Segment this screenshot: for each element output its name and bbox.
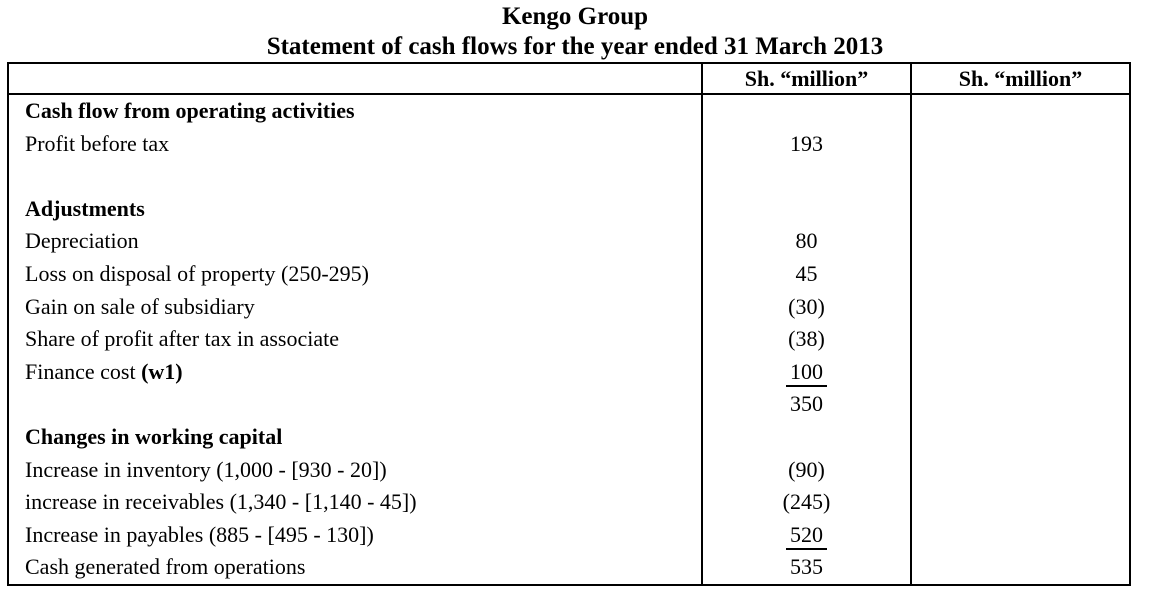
table-row: Changes in working capital xyxy=(9,420,1129,454)
row-amount-cell xyxy=(701,160,910,193)
row-amount2-cell xyxy=(910,551,1129,584)
row-amount-value: 350 xyxy=(790,391,823,417)
header-sh-million-1: Sh. “million” xyxy=(701,64,910,93)
row-label: Loss on disposal of property (250-295) xyxy=(25,260,370,286)
table-row: increase in receivables (1,340 - [1,140 … xyxy=(9,486,1129,519)
row-amount2-cell xyxy=(910,225,1129,258)
row-amount-cell xyxy=(701,420,910,454)
row-label-cell: increase in receivables (1,340 - [1,140 … xyxy=(9,486,701,519)
row-amount-cell: (30) xyxy=(701,290,910,324)
table-row: Increase in payables (885 - [495 - 130])… xyxy=(9,518,1129,552)
table-row: Loss on disposal of property (250-295) 45 xyxy=(9,257,1129,291)
row-amount2-cell xyxy=(910,355,1129,389)
row-amount-cell: (38) xyxy=(701,323,910,356)
table-row: Profit before tax 193 xyxy=(9,127,1129,161)
row-amount2-cell xyxy=(910,518,1129,552)
row-amount-cell: 350 xyxy=(701,388,910,421)
row-label: Share of profit after tax in associate xyxy=(25,326,339,352)
row-label: Increase in payables (885 - [495 - 130]) xyxy=(25,521,374,547)
cash-flow-table: Sh. “million” Sh. “million” Cash flow fr… xyxy=(7,62,1131,586)
row-label: Cash generated from operations xyxy=(25,554,306,580)
row-label-cell: Profit before tax xyxy=(9,128,701,161)
row-label: Cash flow from operating activities xyxy=(25,98,355,123)
row-amount2-cell xyxy=(910,453,1129,487)
row-amount-cell: 193 xyxy=(701,127,910,161)
row-label: Profit before tax xyxy=(25,130,170,156)
document-title: Kengo Group xyxy=(501,3,649,30)
table-row: Gain on sale of subsidiary (30) xyxy=(9,290,1129,324)
row-amount-cell: 520 xyxy=(701,518,910,552)
row-amount-cell xyxy=(701,95,910,128)
row-label-cell xyxy=(9,160,701,193)
table-header-row: Sh. “million” Sh. “million” xyxy=(9,64,1129,95)
header-label-column xyxy=(9,64,701,93)
row-label-cell: Cash generated from operations xyxy=(9,551,701,584)
table-row: 350 xyxy=(9,388,1129,421)
row-amount2-cell xyxy=(910,323,1129,356)
row-amount-value: 193 xyxy=(790,130,823,156)
row-amount-cell: 80 xyxy=(701,225,910,258)
row-label-cell: Loss on disposal of property (250-295) xyxy=(9,258,701,291)
row-label: Changes in working capital xyxy=(25,423,283,449)
row-amount2-cell xyxy=(910,486,1129,519)
row-label: Finance cost xyxy=(25,358,142,384)
row-label: increase in receivables (1,340 - [1,140 … xyxy=(25,489,417,515)
row-amount-value: (245) xyxy=(782,489,831,515)
document-subtitle: Statement of cash flows for the year end… xyxy=(266,33,884,60)
row-amount2-cell xyxy=(910,127,1129,161)
row-label-cell: Depreciation xyxy=(9,225,701,258)
table-row: Adjustments xyxy=(9,192,1129,226)
row-amount-cell xyxy=(701,192,910,226)
row-label-cell: Changes in working capital xyxy=(9,421,701,454)
row-label-cell: Share of profit after tax in associate xyxy=(9,323,701,356)
table-row xyxy=(9,160,1129,193)
row-amount-value: 520 xyxy=(786,522,827,550)
row-amount2-cell xyxy=(910,95,1129,128)
row-label: Increase in inventory (1,000 - [930 - 20… xyxy=(25,456,387,482)
row-amount-value: 80 xyxy=(795,228,818,254)
row-amount-cell: (245) xyxy=(701,486,910,519)
row-amount-value: (90) xyxy=(788,456,825,482)
row-amount-cell: (90) xyxy=(701,453,910,487)
row-amount2-cell xyxy=(910,160,1129,193)
row-amount2-cell xyxy=(910,388,1129,421)
row-amount2-cell xyxy=(910,192,1129,226)
row-label: Depreciation xyxy=(25,228,139,254)
row-amount-value: 535 xyxy=(790,554,823,580)
row-amount2-cell xyxy=(910,420,1129,454)
row-label-bold-part: (w1) xyxy=(141,358,183,384)
row-label-cell: Increase in inventory (1,000 - [930 - 20… xyxy=(9,454,701,487)
table-row: Share of profit after tax in associate (3… xyxy=(9,323,1129,356)
row-amount-value: 45 xyxy=(795,260,818,286)
row-label: Gain on sale of subsidiary xyxy=(25,293,255,319)
table-body: Cash flow from operating activities Profi… xyxy=(9,95,1129,584)
row-amount-value: (38) xyxy=(788,326,825,352)
table-row: Finance cost (w1) 100 xyxy=(9,355,1129,389)
row-label-cell xyxy=(9,388,701,421)
row-label: Adjustments xyxy=(25,195,145,221)
table-row: Cash flow from operating activities xyxy=(9,95,1129,128)
table-row: Increase in inventory (1,000 - [930 - 20… xyxy=(9,453,1129,487)
header-sh-million-2: Sh. “million” xyxy=(910,64,1129,93)
row-amount-value: 100 xyxy=(786,359,827,387)
table-row: Cash generated from operations 535 xyxy=(9,551,1129,584)
row-label-cell: Gain on sale of subsidiary xyxy=(9,291,701,324)
row-label-cell: Cash flow from operating activities xyxy=(9,95,701,128)
row-label-cell: Finance cost (w1) xyxy=(9,356,701,389)
row-amount2-cell xyxy=(910,257,1129,291)
table-row: Depreciation 80 xyxy=(9,225,1129,258)
row-amount-cell: 535 xyxy=(701,551,910,584)
row-label-cell: Adjustments xyxy=(9,193,701,226)
row-amount-cell: 45 xyxy=(701,257,910,291)
row-amount2-cell xyxy=(910,290,1129,324)
row-label-cell: Increase in payables (885 - [495 - 130]) xyxy=(9,519,701,552)
row-amount-cell: 100 xyxy=(701,355,910,389)
row-amount-value: (30) xyxy=(788,293,825,319)
